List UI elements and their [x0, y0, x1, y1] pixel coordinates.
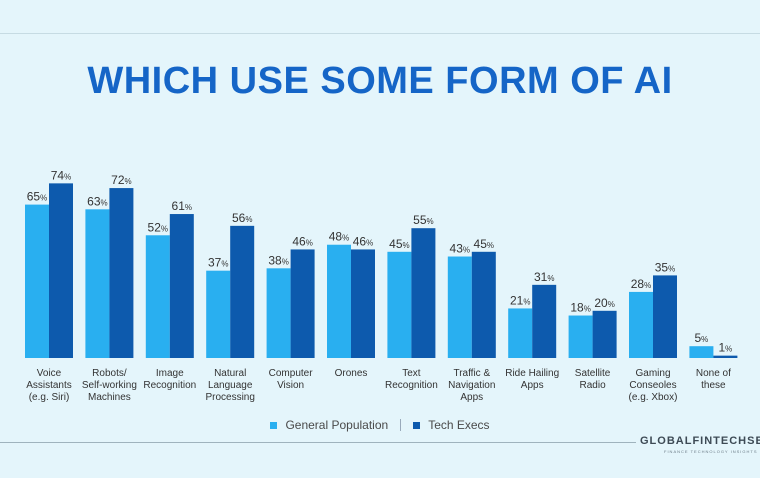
bar-general-10 [629, 291, 653, 358]
bar-tech-0 [49, 183, 73, 358]
value-label-general-7: 43% [450, 242, 470, 256]
bar-general-9 [568, 315, 593, 358]
legend-item-general: General Population [270, 418, 388, 432]
value-label-general-9: 18% [570, 301, 590, 315]
bar-tech-3 [230, 225, 255, 358]
value-label-tech-7: 45% [474, 237, 494, 251]
bar-tech-7 [471, 251, 496, 358]
value-label-tech-5: 46% [353, 234, 373, 248]
brand-logo: GLOBALFINTECHSERIES [640, 435, 760, 447]
bar-tech-10 [653, 275, 677, 358]
brand-tagline: FINANCE TECHNOLOGY INSIGHTS [664, 449, 758, 454]
value-label-tech-8: 31% [534, 270, 554, 284]
value-label-tech-1: 72% [111, 173, 131, 187]
category-label-4: Computer Vision [269, 368, 314, 391]
category-label-11: None of these [696, 368, 731, 391]
category-label-8: Ride Hailing Apps [505, 368, 559, 391]
bar-tech-4 [290, 249, 315, 358]
chart-title: WHICH USE SOME FORM OF AI [87, 60, 673, 102]
value-label-tech-6: 55% [413, 213, 433, 227]
value-label-general-10: 28% [631, 277, 651, 291]
bar-general-11 [689, 346, 714, 358]
value-label-general-4: 38% [268, 253, 288, 267]
category-label-10: Gaming Conseoles (e.g. Xbox) [629, 368, 678, 403]
value-label-tech-4: 46% [292, 234, 312, 248]
value-label-tech-0: 74% [51, 168, 71, 182]
bar-general-4 [266, 268, 291, 358]
bar-tech-9 [592, 310, 617, 358]
bar-general-3 [206, 270, 231, 358]
category-label-1: Robots/Self-working Machines [82, 368, 137, 403]
value-label-general-8: 21% [510, 293, 530, 307]
value-label-general-5: 48% [329, 230, 349, 244]
legend-label-tech: Tech Execs [428, 418, 490, 432]
value-label-tech-2: 61% [172, 199, 192, 213]
legend-swatch-tech [413, 421, 421, 429]
legend-label-general: General Population [285, 418, 389, 432]
bar-general-7 [447, 256, 472, 358]
bar-general-1 [85, 209, 110, 358]
category-label-6: Text Recognition [385, 368, 438, 391]
value-label-tech-9: 20% [594, 296, 614, 310]
legend-item-tech: Tech Execs [413, 418, 490, 432]
value-label-general-2: 52% [148, 220, 168, 234]
bar-tech-1 [109, 188, 134, 358]
value-label-tech-3: 56% [232, 211, 252, 225]
bar-tech-11 [713, 355, 738, 358]
category-label-7: Traffic & Navigation Apps [448, 368, 495, 403]
footer-divider [0, 442, 636, 443]
value-label-tech-11: 1% [718, 341, 732, 355]
category-label-0: Voice Assistants (e.g. Siri) [26, 368, 72, 403]
bar-tech-2 [169, 214, 194, 358]
legend-swatch-general [270, 421, 278, 429]
category-label-5: Orones [335, 368, 368, 379]
bar-tech-5 [351, 249, 375, 358]
bar-general-0 [25, 204, 49, 358]
category-label-3: Natural Language Processing [205, 368, 254, 403]
bar-general-5 [327, 244, 351, 358]
legend-separator [400, 419, 402, 431]
value-label-general-3: 37% [208, 256, 228, 270]
legend: General Population Tech Execs [0, 418, 760, 432]
category-label-2: Image Recognition [143, 368, 196, 391]
bar-tech-8 [532, 284, 557, 358]
value-label-general-11: 5% [694, 331, 708, 345]
value-label-general-1: 63% [87, 194, 107, 208]
value-label-general-0: 65% [27, 190, 47, 204]
bar-tech-6 [411, 228, 436, 358]
value-label-general-6: 45% [389, 237, 409, 251]
bar-general-6 [387, 251, 412, 358]
category-label-9: Satellite Radio [575, 368, 611, 391]
top-divider [0, 33, 760, 34]
bar-general-2 [145, 235, 170, 358]
bar-general-8 [508, 308, 533, 358]
value-label-tech-10: 35% [655, 260, 675, 274]
